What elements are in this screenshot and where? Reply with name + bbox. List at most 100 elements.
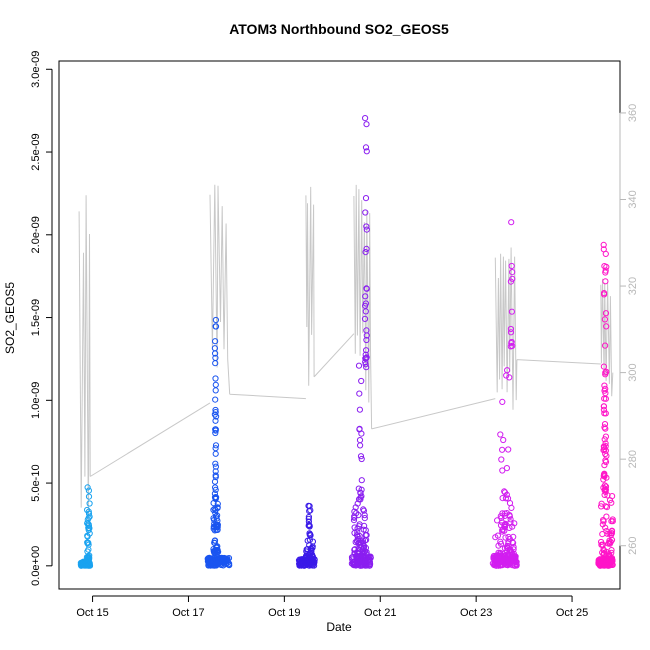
data-point: [600, 517, 607, 524]
data-point: [212, 381, 219, 388]
series-4: [489, 219, 520, 569]
data-point: [212, 460, 219, 467]
secondary-trace-line: [78, 184, 614, 530]
data-point: [604, 492, 611, 499]
data-point: [499, 510, 506, 517]
data-point: [357, 453, 365, 460]
y-tick-label: 2.5e-09: [30, 133, 42, 170]
data-point: [503, 372, 510, 379]
y-axis-label: SO2_GEOS5: [3, 282, 17, 354]
data-point: [217, 557, 224, 564]
data-point: [602, 342, 609, 349]
data-point: [305, 518, 312, 525]
data-point: [502, 495, 509, 502]
data-point: [296, 556, 303, 563]
data-point: [599, 549, 606, 556]
series-2: [295, 502, 318, 569]
data-point: [358, 455, 365, 463]
data-point: [499, 528, 506, 535]
data-point: [506, 524, 513, 532]
data-point: [352, 504, 359, 511]
data-point: [509, 275, 516, 282]
data-point: [296, 560, 303, 567]
data-point: [353, 509, 360, 517]
data-point: [507, 516, 514, 523]
data-point: [307, 507, 314, 514]
x-tick-label: Oct 25: [556, 607, 588, 619]
y2-axis: 260 280 300 320 340 360: [619, 104, 639, 555]
data-point: [366, 557, 373, 564]
data-point: [356, 390, 363, 397]
y-tick-label: 5.0e-10: [30, 464, 42, 501]
data-point: [362, 209, 369, 216]
data-point: [212, 323, 219, 330]
data-point: [309, 538, 316, 545]
data-point: [360, 507, 367, 514]
series-0: [77, 484, 94, 569]
data-point: [503, 465, 510, 472]
data-point: [212, 406, 219, 414]
data-point: [602, 425, 609, 432]
data-point: [362, 195, 370, 202]
data-point: [511, 520, 518, 527]
data-point: [213, 522, 220, 529]
data-point: [606, 537, 613, 544]
data-point: [508, 308, 515, 315]
data-point: [357, 558, 365, 565]
x-tick-label: Oct 17: [172, 607, 204, 619]
data-point: [508, 219, 515, 226]
data-point: [212, 546, 219, 554]
x-axis-label: Date: [326, 620, 352, 634]
data-point: [354, 529, 361, 536]
data-point: [362, 532, 369, 539]
y-tick-label: 1.5e-09: [30, 299, 42, 336]
data-point: [85, 493, 93, 500]
data-point: [362, 361, 369, 368]
data-point: [601, 382, 608, 389]
data-point: [507, 325, 514, 333]
data-point: [358, 430, 365, 437]
data-point: [212, 427, 219, 434]
data-point: [212, 354, 219, 361]
y-axis: 0.0e+00 5.0e-10 1.0e-09 1.5e-09 2.0e-09 2.5e-…: [30, 51, 53, 586]
data-point: [599, 531, 606, 538]
data-point: [602, 310, 610, 317]
data-point: [600, 447, 607, 454]
data-point: [602, 433, 610, 440]
data-point: [497, 431, 504, 438]
data-point: [606, 530, 613, 537]
data-point: [362, 544, 369, 552]
data-point: [598, 538, 605, 546]
data-point: [220, 562, 227, 569]
data-point: [361, 543, 368, 550]
data-point: [363, 285, 370, 292]
y2-tick-label: 280: [627, 450, 639, 468]
data-point: [499, 446, 506, 453]
data-point: [601, 473, 608, 480]
data-point: [212, 396, 219, 403]
data-point: [494, 560, 501, 567]
data-point: [212, 429, 219, 437]
data-point: [501, 521, 508, 529]
y-tick-label: 3.0e-09: [30, 51, 42, 88]
data-point: [212, 486, 219, 493]
data-point: [603, 504, 611, 511]
data-point: [213, 494, 220, 501]
data-point: [296, 560, 303, 567]
series-3: [348, 115, 374, 569]
secondary-trace: [78, 184, 614, 530]
data-point: [355, 550, 362, 557]
data-point: [211, 547, 218, 554]
data-point: [214, 524, 221, 531]
plot-frame: [58, 60, 621, 590]
data-point: [361, 512, 368, 519]
data-point: [358, 377, 365, 385]
data-point: [509, 539, 517, 547]
data-point: [507, 343, 514, 350]
data-point: [209, 557, 216, 564]
data-point: [604, 555, 611, 563]
data-point: [352, 539, 359, 546]
data-point: [84, 484, 91, 491]
data-point: [212, 445, 219, 452]
data-point: [601, 291, 608, 298]
